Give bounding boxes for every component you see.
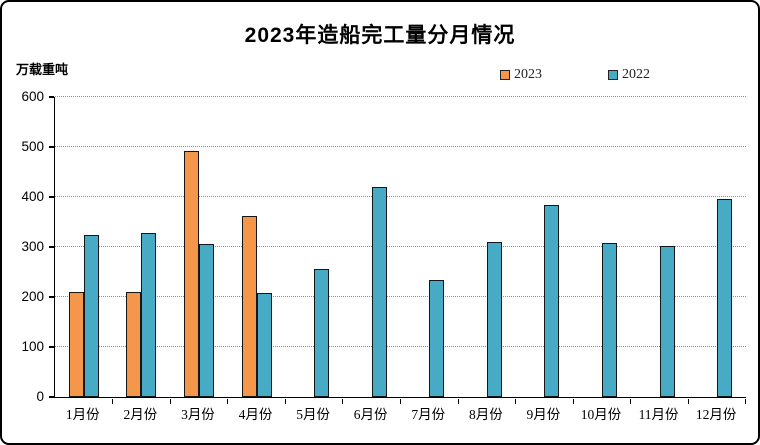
legend-label-2023: 2023 <box>514 67 542 82</box>
y-tick-mark-400 <box>48 196 54 198</box>
legend-item-2023: 2023 <box>500 67 542 82</box>
x-axis-label-3月份: 3月份 <box>181 407 215 422</box>
y-tick-label-400: 400 <box>21 189 44 205</box>
gridline-600 <box>55 96 746 97</box>
bar-2023-2月份 <box>126 292 142 397</box>
x-axis-label-11月份: 11月份 <box>638 407 679 422</box>
bar-group-6月份 <box>343 97 401 404</box>
bar-2022-2月份 <box>141 233 157 397</box>
y-tick-label-200: 200 <box>21 289 44 305</box>
x-tick-mark-9 <box>572 399 574 404</box>
legend-item-2022: 2022 <box>608 67 650 82</box>
bar-group-9月份 <box>516 97 574 404</box>
legend-swatch-2023 <box>500 70 510 80</box>
chart-title: 2023年造船完工量分月情况 <box>244 24 516 47</box>
bar-2022-6月份 <box>371 186 387 397</box>
bar-2022-11月份 <box>659 245 675 397</box>
x-axis-label-1月份: 1月份 <box>65 407 100 422</box>
x-axis-label-7月份: 7月份 <box>411 407 446 422</box>
legend: 2023 2022 <box>500 67 650 82</box>
bar-group-12月份 <box>688 97 747 404</box>
y-tick-mark-600 <box>48 96 54 98</box>
y-tick-mark-500 <box>48 146 54 148</box>
bar-2022-12月份 <box>717 199 733 397</box>
plot-area: 0 100 200 300 400 500 600 <box>21 90 747 404</box>
x-tick-mark-5 <box>342 399 344 404</box>
x-tick-mark-6 <box>399 399 401 404</box>
x-tick-mark-12 <box>745 399 747 404</box>
legend-label-2022: 2022 <box>622 67 650 82</box>
x-tick-mark-10 <box>630 399 632 404</box>
y-tick-mark-300 <box>48 246 54 248</box>
y-tick-label-300: 300 <box>21 239 44 254</box>
x-axis-label-12月份: 12月份 <box>695 407 737 422</box>
x-tick-mark-1 <box>112 399 114 404</box>
x-axis-labels: 1月份 2月份 3月份 4月份 5月份 6月份 7月份 8月份 9月份 10月份 11月份 12月份 <box>54 403 745 423</box>
bar-2022-7月份 <box>429 279 445 397</box>
bar-group-7月份 <box>400 97 459 404</box>
x-tick-mark-7 <box>457 399 459 404</box>
y-tick-mark-0 <box>48 396 54 398</box>
x-axis-label-2月份: 2月份 <box>123 407 158 422</box>
gridline-400 <box>55 196 746 197</box>
gridline-200 <box>55 296 746 297</box>
x-axis-label-4月份: 4月份 <box>238 407 273 422</box>
x-axis-label-9月份: 9月份 <box>526 407 561 422</box>
y-tick-label-0: 0 <box>36 389 44 404</box>
bar-2023-4月份 <box>241 215 257 397</box>
x-tick-mark-4 <box>284 399 286 404</box>
bar-2022-5月份 <box>314 269 330 397</box>
bar-group-5月份 <box>285 97 344 404</box>
gridline-100 <box>55 346 746 347</box>
gridline-300 <box>55 246 746 247</box>
y-tick-mark-200 <box>48 296 54 298</box>
bar-group-4月份 <box>228 97 286 404</box>
bar-2022-1月份 <box>83 234 99 397</box>
x-tick-mark-11 <box>687 399 689 404</box>
bar-2022-4月份 <box>256 293 272 397</box>
bar-2022-10月份 <box>601 243 617 397</box>
bar-group-2月份 <box>113 97 171 404</box>
legend-swatch-2022 <box>608 70 618 80</box>
x-tick-mark-3 <box>227 399 229 404</box>
x-axis-label-6月份: 6月份 <box>353 407 388 422</box>
x-axis-label-10月份: 10月份 <box>580 407 622 422</box>
bar-group-8月份 <box>458 97 517 404</box>
bar-group-3月份 <box>170 97 229 404</box>
bar-group-11月份 <box>631 97 689 404</box>
bar-2022-8月份 <box>486 242 502 397</box>
x-tick-mark-8 <box>515 399 517 404</box>
x-axis-label-5月份: 5月份 <box>296 407 330 422</box>
bar-2022-9月份 <box>544 204 560 397</box>
y-axis-unit-label: 万载重吨 <box>16 62 69 77</box>
gridline-500 <box>55 146 746 147</box>
bar-group-10月份 <box>573 97 632 404</box>
bar-2022-3月份 <box>198 243 214 397</box>
y-tick-label-100: 100 <box>21 339 44 355</box>
bar-2023-3月份 <box>183 150 199 397</box>
y-tick-label-600: 600 <box>21 89 44 104</box>
y-tick-mark-100 <box>48 346 54 348</box>
y-tick-label-500: 500 <box>21 139 44 154</box>
bar-group-1月份 <box>55 97 114 404</box>
bar-2023-1月份 <box>68 291 84 397</box>
bar-groups <box>55 97 747 404</box>
x-tick-mark-2 <box>169 399 171 404</box>
x-axis-label-8月份: 8月份 <box>468 407 503 422</box>
